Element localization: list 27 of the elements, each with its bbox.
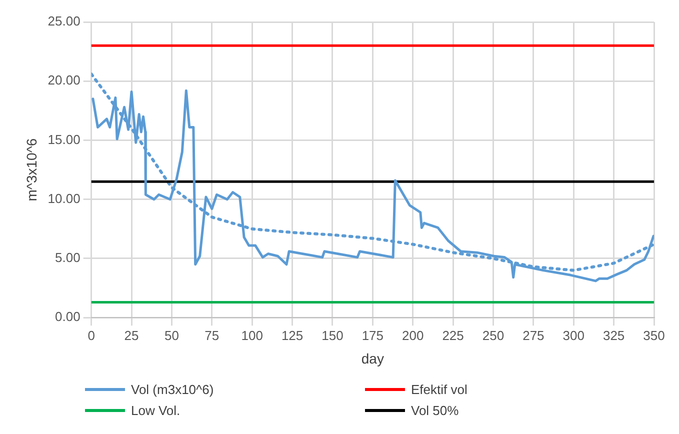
y-tick-label: 25.00 (48, 14, 80, 29)
x-tick-label: 225 (442, 328, 464, 343)
legend-label: Low Vol. (131, 403, 180, 418)
x-tick-label: 25 (124, 328, 139, 343)
x-tick-label: 175 (362, 328, 384, 343)
legend-label: Vol (m3x10^6) (131, 382, 214, 397)
x-tick-label: 300 (562, 328, 584, 343)
x-tick-label: 325 (602, 328, 625, 343)
x-tick-label: 50 (164, 328, 179, 343)
y-axis-title: m^3x10^6 (23, 138, 40, 202)
x-tick-label: 0 (88, 328, 95, 343)
x-tick-label: 275 (522, 328, 544, 343)
x-tick-label: 200 (402, 328, 424, 343)
x-tick-label: 125 (281, 328, 304, 343)
x-tick-label: 150 (322, 328, 344, 343)
y-tick-label: 10.00 (48, 190, 80, 206)
x-tick-label: 75 (204, 328, 220, 343)
y-tick-label: 20.00 (48, 72, 80, 88)
legend-label: Efektif vol (411, 382, 468, 397)
legend-label: Vol 50% (411, 403, 459, 418)
x-axis-title: day (361, 350, 384, 366)
x-tick-label: 350 (643, 328, 665, 343)
x-tick-label: 250 (482, 328, 504, 343)
y-tick-label: 15.00 (48, 132, 80, 147)
x-tick-label: 100 (241, 328, 263, 343)
y-tick-label: 5.00 (55, 250, 80, 266)
y-tick-label: 0.00 (55, 309, 80, 324)
